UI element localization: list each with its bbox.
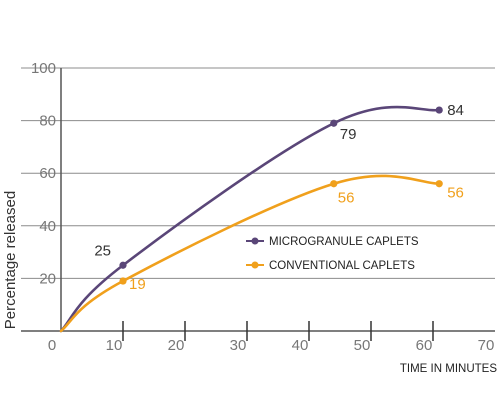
data-labels: 25 79 84 19 56 56 — [94, 102, 464, 293]
legend-swatch-marker — [251, 261, 259, 269]
x-tick-label: 0 — [48, 337, 56, 354]
data-point-marker — [119, 277, 127, 285]
x-tick-label: 10 — [106, 337, 123, 354]
x-tick-label: 60 — [416, 337, 433, 354]
y-tick-label: 80 — [39, 113, 56, 130]
data-label: 79 — [340, 126, 357, 143]
y-tick-label: 40 — [39, 218, 56, 235]
data-label: 25 — [94, 242, 111, 259]
legend-label: MICROGRANULE CAPLETS — [269, 236, 419, 248]
data-label: 84 — [447, 102, 464, 119]
legend-label: CONVENTIONAL CAPLETS — [269, 260, 415, 272]
y-tick-label: 100 — [31, 60, 56, 77]
x-axis-title: TIME IN MINUTES — [400, 363, 497, 375]
gridlines — [21, 67, 495, 279]
x-tick-label: 40 — [292, 337, 309, 354]
y-tick-label: 20 — [39, 270, 56, 287]
data-label: 56 — [447, 185, 464, 202]
data-point-marker — [330, 119, 338, 127]
data-point-marker — [119, 261, 127, 269]
x-tick-label: 70 — [478, 337, 495, 354]
axes: 20 40 60 80 100 0 10 20 30 40 50 60 70 — [21, 60, 495, 354]
data-point-marker — [435, 106, 443, 114]
series-lines — [59, 105, 443, 333]
legend-swatch-marker — [251, 237, 259, 245]
series-line — [59, 174, 441, 333]
x-tick-label: 20 — [168, 337, 185, 354]
data-label: 19 — [129, 276, 146, 293]
data-label: 56 — [338, 190, 355, 207]
y-tick-label: 60 — [39, 165, 56, 182]
legend: MICROGRANULE CAPLETS CONVENTIONAL CAPLETS — [246, 236, 419, 272]
y-axis-title: Percentage released — [2, 191, 19, 329]
data-point-marker — [330, 180, 338, 188]
x-tick-label: 50 — [354, 337, 371, 354]
series-line — [59, 105, 441, 333]
data-point-marker — [435, 180, 443, 188]
x-tick-label: 30 — [230, 337, 247, 354]
